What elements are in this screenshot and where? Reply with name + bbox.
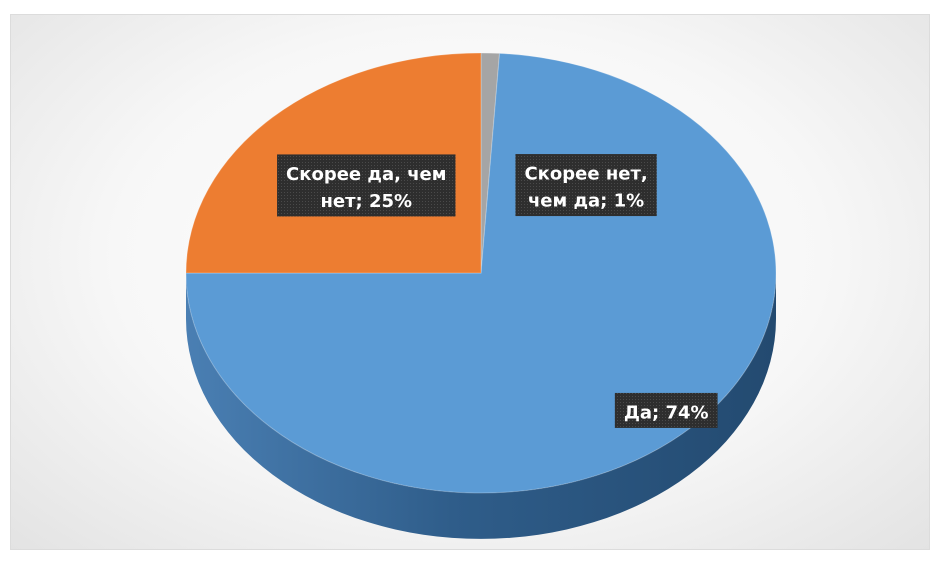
data-label-da: Да; 74% <box>614 392 718 428</box>
data-label-text: Скорее нет, <box>524 164 647 185</box>
pie-side-wall <box>186 273 776 539</box>
data-label-text: чем да; 1% <box>528 191 644 212</box>
data-label-skoree-da: Скорее да, чем нет; 25% <box>277 154 456 217</box>
data-label-skoree-net: Скорее нет, чем да; 1% <box>515 154 657 217</box>
chart-area: Да; 74% Скорее да, чем нет; 25% Скорее нет,… <box>10 14 930 550</box>
pie-side <box>186 273 776 539</box>
data-labels: Да; 74% Скорее да, чем нет; 25% Скорее нет,… <box>277 154 718 428</box>
data-label-text: нет; 25% <box>320 191 412 212</box>
data-label-text: Да; 74% <box>624 402 709 423</box>
data-label-text: Скорее да, чем <box>286 164 446 185</box>
data-label-box <box>614 392 718 428</box>
data-label-box <box>515 154 657 217</box>
pie-chart: Да; 74% Скорее да, чем нет; 25% Скорее нет,… <box>185 52 777 539</box>
data-label-box <box>277 154 456 217</box>
slice-skoree-net <box>480 52 501 274</box>
